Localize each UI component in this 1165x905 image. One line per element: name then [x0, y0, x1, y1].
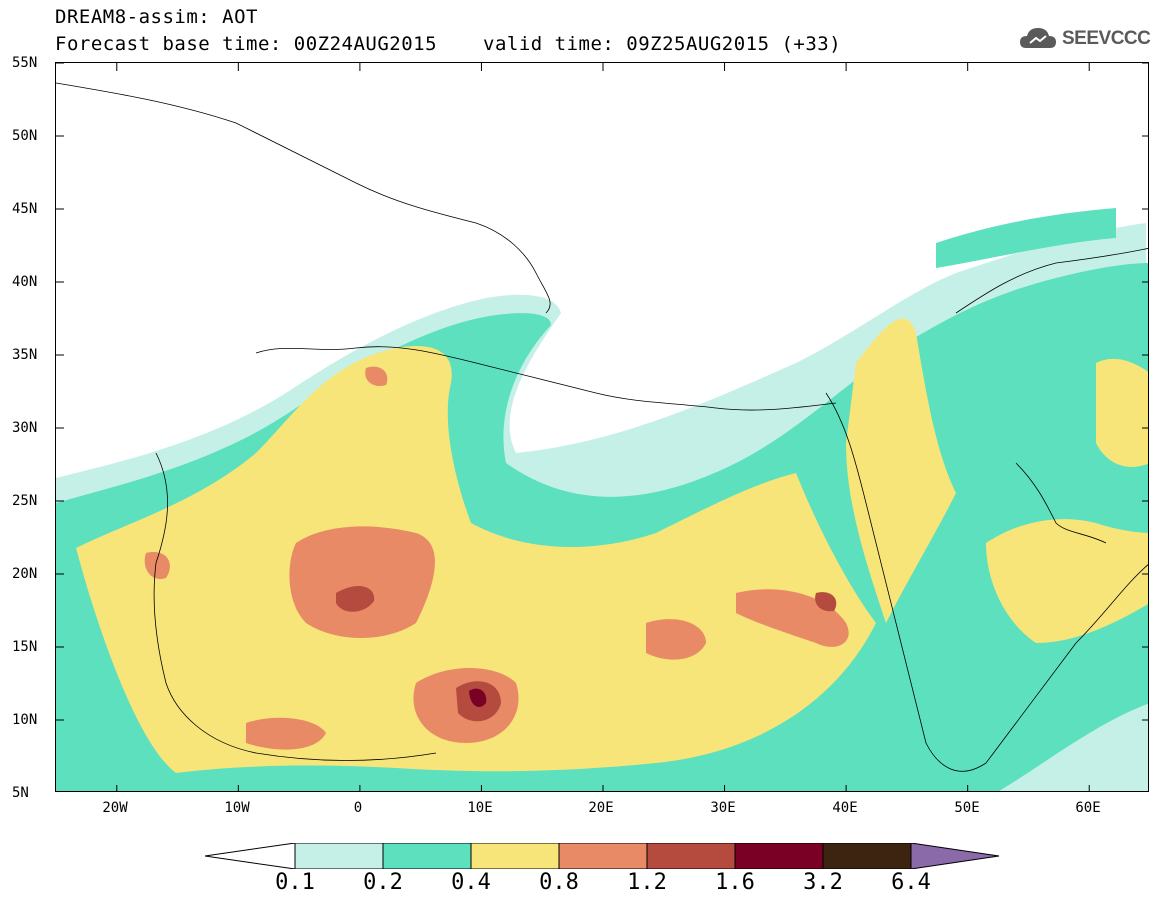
lon-label: 0	[353, 800, 363, 816]
lat-label: 10N	[12, 712, 38, 728]
colorbar-label: 1.6	[715, 870, 755, 895]
colorbar-high-arrow	[910, 843, 1000, 869]
colorbar-bin	[822, 843, 912, 869]
colorbar-label: 0.8	[539, 870, 579, 895]
lat-label: 55N	[12, 55, 38, 71]
lon-label: 10E	[467, 800, 493, 816]
lat-label: 30N	[12, 420, 38, 436]
lat-label: 15N	[12, 639, 38, 655]
cloud-icon	[1020, 28, 1056, 48]
lat-label: 45N	[12, 201, 38, 217]
valid-time: valid time: 09Z25AUG2015 (+33)	[483, 33, 842, 55]
colorbar-bin	[382, 843, 472, 869]
colorbar-bin	[558, 843, 648, 869]
lat-label: 35N	[12, 347, 38, 363]
lon-label: 60E	[1075, 800, 1101, 816]
colorbar-label: 6.4	[891, 870, 931, 895]
colorbar-label: 3.2	[803, 870, 843, 895]
lon-label: 30E	[710, 800, 736, 816]
lat-label: 20N	[12, 566, 38, 582]
forecast-base-time: Forecast base time: 00Z24AUG2015	[55, 33, 438, 55]
aot-field	[56, 63, 1148, 791]
aot-map	[55, 62, 1149, 792]
lat-label: 40N	[12, 274, 38, 290]
colorbar-low-arrow	[205, 843, 296, 869]
colorbar-label: 0.2	[363, 870, 403, 895]
lon-label: 50E	[954, 800, 980, 816]
seevccc-logo: SEEVCCC	[1018, 22, 1153, 56]
lat-label: 50N	[12, 128, 38, 144]
aot-level-1-6	[469, 688, 487, 707]
lon-label: 20W	[102, 800, 128, 816]
colorbar-label: 1.2	[627, 870, 667, 895]
coastlines	[56, 82, 1148, 772]
colorbar-bin	[470, 843, 560, 869]
aot-level-0-4	[76, 318, 1148, 773]
graticule-ticks	[56, 63, 1148, 791]
colorbar-bin	[734, 843, 824, 869]
colorbar-label: 0.4	[451, 870, 491, 895]
aot-level-0-8	[144, 366, 849, 750]
logo-text: SEEVCCC	[1062, 28, 1151, 49]
map-title: DREAM8-assim: AOT	[55, 6, 258, 28]
lon-label: 20E	[588, 800, 614, 816]
lon-label: 40E	[832, 800, 858, 816]
lat-label: 5N	[12, 785, 29, 801]
colorbar-bin	[294, 843, 384, 869]
colorbar-label: 0.1	[275, 870, 315, 895]
lon-label: 10W	[224, 800, 250, 816]
lat-label: 25N	[12, 493, 38, 509]
colorbar-bin	[646, 843, 736, 869]
colorbar	[205, 843, 1000, 869]
